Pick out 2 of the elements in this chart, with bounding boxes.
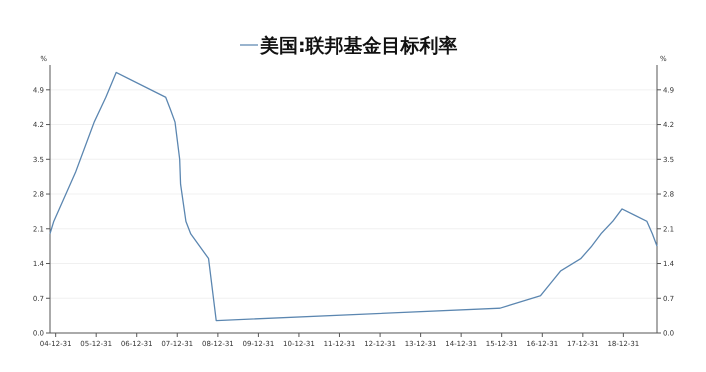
legend-label: 美国:联邦基金目标利率 [259,35,458,57]
line-series [49,72,658,322]
